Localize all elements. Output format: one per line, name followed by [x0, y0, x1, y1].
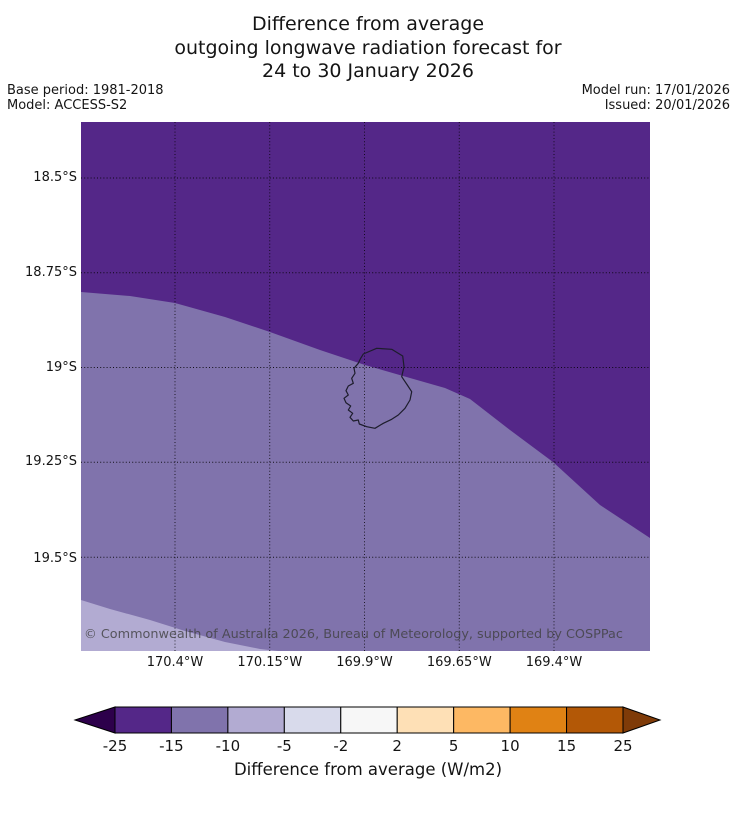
cbar-tick-neg15: -15 — [159, 737, 184, 755]
colorbar-left-arrow — [73, 706, 116, 734]
issued-text: Issued: 20/01/2026 — [604, 97, 730, 113]
cbar-tick-neg25: -25 — [102, 737, 128, 755]
lat-tick-19p5: 19.5°S — [33, 551, 77, 566]
cbar-tick-neg10: -10 — [215, 737, 241, 755]
island-coastline-outline — [343, 347, 413, 429]
model-text: Model: ACCESS-S2 — [7, 97, 128, 113]
lat-tick-18p5: 18.5°S — [33, 170, 77, 185]
colorbar-segment-5-10 — [453, 706, 511, 734]
title-line-2: outgoing longwave radiation forecast for — [174, 36, 562, 59]
colorbar-segment-10-15 — [509, 706, 568, 734]
base-period-text: Base period: 1981-2018 — [7, 83, 164, 98]
colorbar-right-arrow — [622, 706, 662, 734]
colorbar-segment-neg5-neg2 — [283, 706, 342, 734]
lon-tick-169p9: 169.9°W — [336, 655, 393, 670]
cbar-tick-neg5: -5 — [276, 737, 292, 755]
title-line-3: 24 to 30 January 2026 — [262, 60, 474, 82]
copyright-text: © Commonwealth of Australia 2026, Bureau… — [84, 627, 623, 642]
map-region-light-band — [81, 600, 278, 651]
cbar-tick-2: 2 — [392, 737, 402, 755]
page-title: Difference from average outgoing longwav… — [0, 13, 736, 84]
lat-tick-19: 19°S — [45, 359, 77, 375]
colorbar — [70, 705, 670, 735]
map-canvas: © Commonwealth of Australia 2026, Bureau… — [81, 122, 650, 651]
map-panel: © Commonwealth of Australia 2026, Bureau… — [81, 122, 650, 651]
graticule-grid — [81, 122, 650, 651]
lat-tick-18p75: 18.75°S — [25, 264, 77, 280]
cbar-tick-15: 15 — [557, 737, 577, 755]
lat-tick-19p25: 19.25°S — [25, 454, 77, 470]
colorbar-segment-neg2-2 — [340, 706, 398, 734]
lon-tick-170p4: 170.4°W — [146, 655, 204, 670]
cbar-tick-10: 10 — [500, 737, 520, 755]
model-run-text: Model run: 17/01/2026 — [581, 83, 730, 98]
metadata-left: Base period: 1981-2018 Model: ACCESS-S2 — [7, 83, 164, 113]
cbar-tick-5: 5 — [448, 737, 459, 755]
cbar-tick-neg2: -2 — [333, 737, 349, 755]
colorbar-canvas — [73, 706, 662, 734]
lon-tick-169p4: 169.4°W — [525, 655, 583, 670]
colorbar-segment-neg10-neg5 — [227, 706, 285, 734]
metadata-right: Model run: 17/01/2026 Issued: 20/01/2026 — [581, 83, 730, 113]
colorbar-axis-label: Difference from average (W/m2) — [233, 760, 503, 779]
title-line-1: Difference from average — [251, 13, 485, 35]
cbar-tick-25: 25 — [613, 737, 633, 755]
colorbar-segment-neg15-neg10 — [170, 706, 229, 734]
lon-tick-170p15: 170.15°W — [237, 655, 303, 670]
colorbar-segment-15-25 — [566, 706, 624, 734]
lon-tick-169p65: 169.65°W — [426, 655, 492, 670]
map-region-strong-band — [81, 122, 650, 538]
colorbar-segment-neg25-neg15 — [114, 706, 172, 734]
colorbar-segment-2-5 — [396, 706, 455, 734]
